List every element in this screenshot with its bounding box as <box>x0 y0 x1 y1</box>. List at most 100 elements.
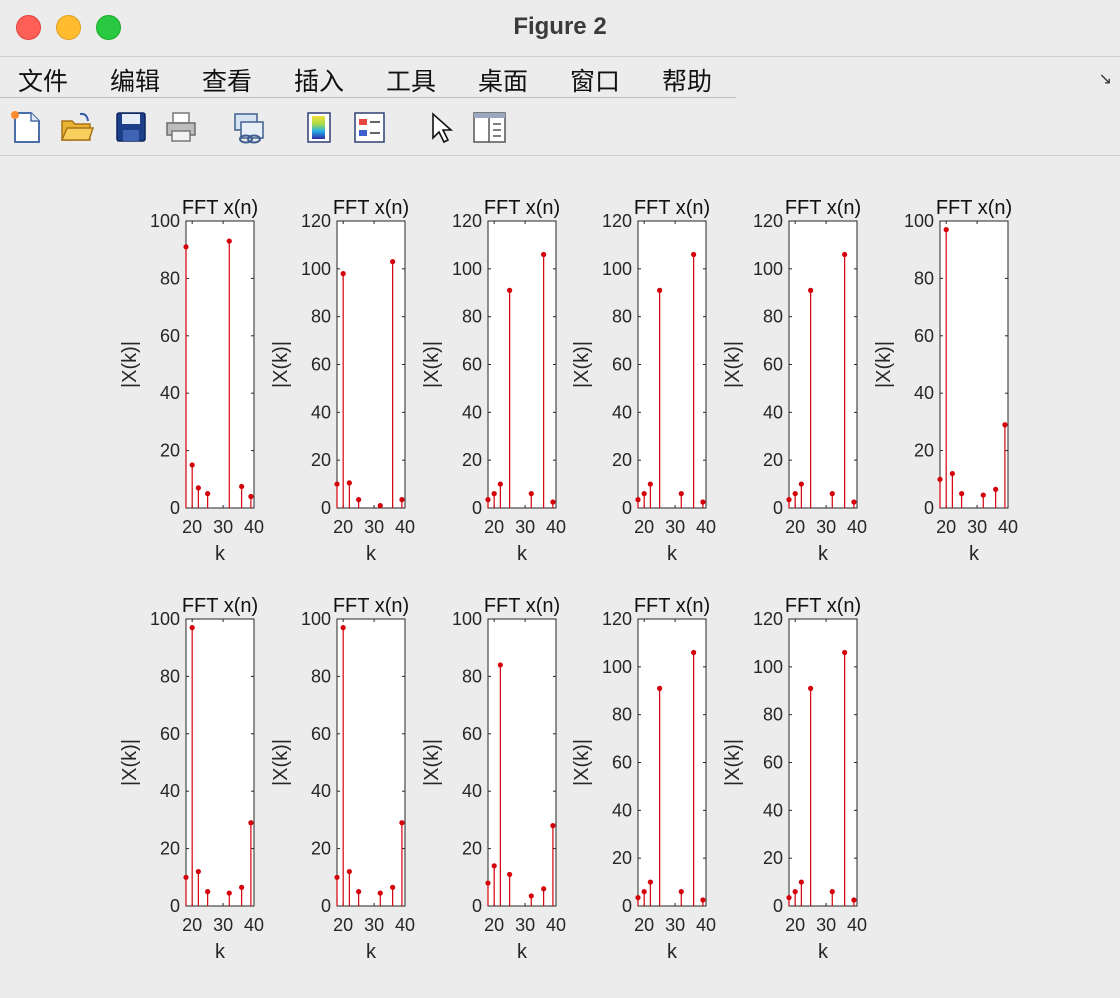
menu-desktop[interactable]: 桌面 <box>478 67 529 96</box>
menu-file[interactable]: 文件 <box>18 67 69 96</box>
x-tick-label: 40 <box>696 517 716 537</box>
stem-marker <box>851 897 857 903</box>
x-tick-label: 40 <box>847 517 867 537</box>
y-tick-label: 0 <box>773 498 783 518</box>
menu-insert[interactable]: 插入 <box>294 67 345 96</box>
close-button[interactable] <box>16 15 41 40</box>
x-axis-label: k <box>366 543 377 565</box>
stem-marker <box>700 499 706 505</box>
minimize-button[interactable] <box>56 15 81 40</box>
stem-marker <box>980 492 986 498</box>
stem-marker <box>226 890 232 896</box>
property-editor-icon[interactable] <box>472 109 506 145</box>
x-tick-label: 40 <box>244 915 264 935</box>
y-tick-label: 80 <box>160 268 180 288</box>
y-tick-label: 20 <box>763 848 783 868</box>
stem-marker <box>635 497 641 503</box>
y-tick-label: 100 <box>150 609 180 629</box>
open-file-icon[interactable] <box>60 109 95 145</box>
x-tick-label: 30 <box>967 517 987 537</box>
x-tick-label: 20 <box>333 517 353 537</box>
y-tick-label: 20 <box>311 450 331 470</box>
legend-icon[interactable] <box>352 109 386 145</box>
menu-help[interactable]: 帮助 <box>662 67 713 96</box>
y-tick-label: 100 <box>301 259 331 279</box>
subplot-title: FFT x(n) <box>785 197 861 219</box>
stem-marker <box>808 287 814 293</box>
print-icon[interactable] <box>164 109 198 145</box>
y-tick-label: 60 <box>763 355 783 375</box>
stem-marker <box>485 880 491 886</box>
menu-view[interactable]: 查看 <box>202 67 253 96</box>
y-axis-label: |X(k)| <box>421 341 443 388</box>
y-axis-label: |X(k)| <box>270 341 292 388</box>
y-tick-label: 20 <box>763 450 783 470</box>
new-figure-icon[interactable] <box>9 109 43 145</box>
axes-box <box>637 220 707 509</box>
y-tick-label: 0 <box>472 896 482 916</box>
x-tick-label: 20 <box>936 517 956 537</box>
menu-overflow-icon[interactable]: ↘ <box>1098 71 1112 88</box>
stem-marker <box>657 287 663 293</box>
stem-marker <box>798 879 804 885</box>
colorbar-icon[interactable] <box>302 109 336 145</box>
stem-marker <box>497 662 503 668</box>
y-tick-label: 80 <box>914 268 934 288</box>
stem-marker <box>183 874 189 880</box>
stem-marker <box>993 486 999 492</box>
x-tick-label: 30 <box>816 915 836 935</box>
stem-marker <box>205 491 211 497</box>
axes-box <box>487 618 557 907</box>
stem-marker <box>195 485 201 491</box>
stem-marker <box>541 251 547 258</box>
y-tick-label: 0 <box>321 896 331 916</box>
stem-marker <box>550 823 556 829</box>
y-tick-label: 40 <box>311 402 331 422</box>
x-axis-label: k <box>667 543 678 565</box>
axes-box <box>788 618 858 907</box>
save-icon[interactable] <box>114 109 148 145</box>
stem-marker <box>851 499 857 505</box>
y-tick-label: 120 <box>753 211 783 231</box>
y-tick-label: 80 <box>160 666 180 686</box>
axes-box <box>487 220 557 509</box>
y-tick-label: 0 <box>170 896 180 916</box>
subplot-title: FFT x(n) <box>182 197 258 219</box>
menu-edit[interactable]: 编辑 <box>110 67 161 96</box>
y-tick-label: 100 <box>602 657 632 677</box>
stem-marker <box>528 893 534 899</box>
stem-marker <box>340 271 346 277</box>
stem-marker <box>949 470 955 477</box>
y-tick-label: 120 <box>452 211 482 231</box>
link-plot-icon[interactable] <box>232 109 266 145</box>
menu-tools[interactable]: 工具 <box>386 67 437 96</box>
axes-box <box>336 618 406 907</box>
pointer-icon[interactable] <box>424 109 458 145</box>
y-tick-label: 60 <box>462 355 482 375</box>
x-tick-label: 40 <box>696 915 716 935</box>
x-tick-label: 40 <box>244 517 264 537</box>
subplot-title: FFT x(n) <box>634 595 710 617</box>
axes-box <box>788 220 858 509</box>
x-tick-label: 30 <box>515 915 535 935</box>
stem-marker <box>399 820 405 826</box>
y-tick-label: 40 <box>160 781 180 801</box>
y-tick-label: 40 <box>914 383 934 403</box>
menu-window[interactable]: 窗口 <box>570 67 621 96</box>
zoom-button[interactable] <box>96 15 121 40</box>
x-tick-label: 30 <box>816 517 836 537</box>
stem-marker <box>528 491 534 497</box>
